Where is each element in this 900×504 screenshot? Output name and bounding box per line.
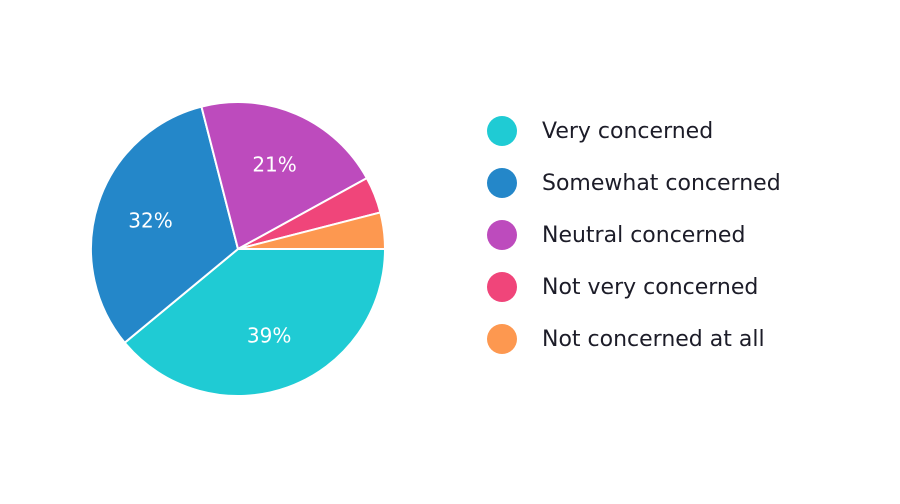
pie-slice-5 — [237, 211, 386, 250]
legend-item-5: Not concerned at all — [487, 313, 887, 365]
legend-label: Not very concerned — [542, 274, 759, 300]
legend-item-3: Neutral concerned — [487, 209, 887, 261]
pie-data-labels: 39% 32% 21% — [128, 153, 296, 348]
pie-data-label-2: 32% — [128, 209, 172, 233]
legend-label: Not concerned at all — [542, 326, 765, 352]
legend-label: Neutral concerned — [542, 222, 746, 248]
legend-label: Very concerned — [542, 118, 714, 144]
legend-swatch-circle-icon — [487, 220, 517, 250]
pie-slices — [90, 101, 386, 398]
pie-data-label-1: 39% — [247, 324, 291, 348]
pie-data-label-3: 21% — [252, 153, 296, 177]
pie-slice-2 — [90, 105, 239, 344]
pie-slice-3 — [200, 101, 368, 250]
chart-legend: Very concerned Somewhat concerned Neutral … — [487, 105, 887, 365]
legend-swatch-circle-icon — [487, 324, 517, 354]
legend-item-2: Somewhat concerned — [487, 157, 887, 209]
legend-swatch-circle-icon — [487, 272, 517, 302]
legend-swatch-circle-icon — [487, 116, 517, 146]
pie-slice-1 — [123, 248, 386, 398]
legend-item-4: Not very concerned — [487, 261, 887, 313]
legend-label: Somewhat concerned — [542, 170, 781, 196]
legend-swatch-circle-icon — [487, 168, 517, 198]
legend-item-1: Very concerned — [487, 105, 887, 157]
